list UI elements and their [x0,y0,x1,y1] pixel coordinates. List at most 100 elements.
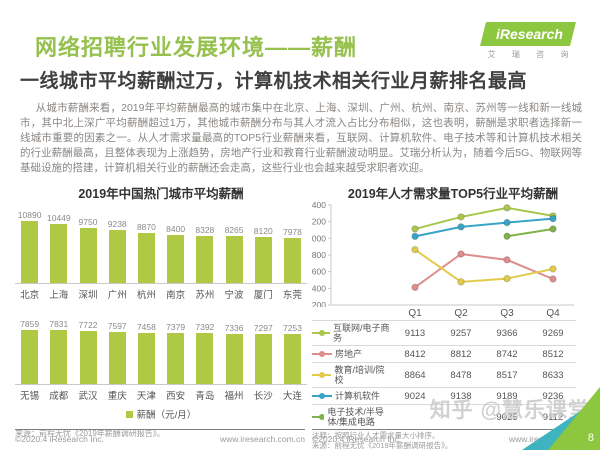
series-name-cell: 电子技术/半导体/集成电路 [312,405,392,429]
bar-value-label: 8870 [136,221,156,232]
bar-slot: 7297 [249,323,278,384]
iresearch-logo-badge: iResearch [480,22,576,46]
series-line [414,252,554,289]
bar-value-label: 7831 [49,319,69,330]
series-value-cell: 8742 [496,348,518,360]
data-point [503,232,511,240]
series-legend-icon [312,372,332,378]
bar-slot: 7336 [219,323,248,384]
bar-slot: 7978 [278,227,307,283]
data-point [503,274,511,283]
corner-green-triangle [548,387,600,450]
bar-value-label: 8265 [224,224,244,235]
footer-left: ©2020.4 iResearch Inc. www.iresearch.com… [15,429,305,444]
bar-category-label: 杭州 [136,290,156,301]
data-point [457,213,465,221]
bar [167,333,185,384]
data-point [549,214,557,223]
page-number: 8 [587,432,594,444]
line-chart-legend-table: Q1 Q2 Q3 Q4 互联网/电子商务 9113 9257 9366 9269 房地产 8412 8… [312,307,576,429]
bar-slot: 9750 [73,216,102,283]
bar-category-label: 无锡 [20,391,40,402]
series-value-cell: 9269 [542,327,564,339]
series-legend-icon [312,351,332,357]
series-value-cell: 9138 [450,390,472,402]
bar-slot: 8870 [132,221,161,283]
footer-right-copyright: ©2020.4 iResearch Inc. [312,434,401,444]
bar-slot: 7722 [73,320,102,384]
series-value-cell: 9024 [404,390,426,402]
bar [283,237,301,283]
bar-category-label: 武汉 [78,391,98,402]
data-point [503,218,511,227]
bar [79,330,97,384]
bar [79,227,97,283]
bar-value-label: 10890 [17,210,42,220]
series-name: 互联网/电子商务 [333,323,390,343]
line-chart-note: 注释：按照行业人才需求量大小排序。 [312,431,440,440]
data-point [549,265,557,273]
series-value-cell: 9025 [496,411,518,423]
data-point [549,275,557,283]
bar [254,236,272,283]
series-value-cell: 9189 [496,390,518,402]
bar-legend-label: 薪酬（元/月） [136,410,197,421]
bar-value-label: 7253 [282,323,302,334]
line-chart-plot: 8200 8400 8600 8800 9000 9200 9400 [312,201,574,307]
series-legend-icon [312,414,325,420]
bar-category-label: 上海 [49,290,69,301]
bar-value-label: 7392 [195,322,215,333]
bar-slot: 8400 [161,224,190,283]
series-value-cell: 8812 [450,348,472,360]
bar-slot: 7379 [161,322,190,384]
bar-slot: 10890 [15,210,44,283]
bar [50,330,68,384]
bar-category-label: 北京 [20,290,40,301]
bar-value-label: 7379 [166,322,186,333]
quarter-header: Q1 [408,308,422,319]
iresearch-logo: iResearch 艾 瑞 咨 询 [480,22,576,60]
bar-category-label: 大连 [282,391,302,402]
iresearch-logo-caption: 艾 瑞 咨 询 [487,50,576,59]
bar-value-label: 7336 [224,322,244,333]
page-title: 网络招聘行业发展环境——薪酬 [35,35,358,60]
series-name-cell: 房地产 [312,347,392,361]
bar-value-label: 7978 [282,226,302,237]
bar-value-label: 8400 [166,224,186,235]
iresearch-logo-text: iResearch [496,26,563,42]
y-tick-label: 8200 [312,300,326,307]
data-point [411,232,419,241]
bar-slot: 7253 [278,323,307,384]
y-tick-label: 8400 [312,283,326,293]
series-value-cell: 9257 [450,327,472,339]
bar-slot: 10449 [44,213,73,283]
bar-category-label: 厦门 [253,290,273,301]
series-line [414,217,554,238]
series-value-cell: 8633 [542,369,564,381]
bar-category-label: 南京 [166,290,186,301]
data-point [411,225,419,233]
bar-value-label: 8328 [195,224,215,235]
footer-left-copyright: ©2020.4 iResearch Inc. [15,434,104,444]
bar-slot: 7597 [103,321,132,384]
series-line [414,248,554,283]
bar-slot: 9238 [103,219,132,283]
bar-chart-source: 来源：前程无忧《2019年薪酬调研报告》。 [15,429,165,438]
bar-value-label: 7722 [78,319,98,330]
y-tick-label: 9000 [312,233,326,243]
line-chart-title: 2019年人才需求量TOP5行业平均薪酬 [347,187,559,201]
bar-row-1-categories: 北京 上海 深圳 广州 杭州 南京 苏州 宁波 厦门 东莞 [15,284,307,301]
bar-value-label: 9750 [78,216,98,227]
y-tick-label: 8800 [312,250,326,260]
data-point [411,245,419,254]
data-point [411,283,419,292]
bar-slot: 8120 [249,226,278,283]
table-row: 房地产 8412 8812 8742 8512 [312,345,576,362]
series-legend-icon [312,330,331,336]
table-row: 教育/培训/院校 8864 8478 8517 8633 [312,362,576,387]
bar-category-label: 成都 [49,391,69,402]
bar-category-label: 福州 [224,391,244,402]
bar-category-label: 深圳 [78,290,98,301]
data-point [457,250,465,258]
series-name: 计算机软件 [335,391,381,401]
